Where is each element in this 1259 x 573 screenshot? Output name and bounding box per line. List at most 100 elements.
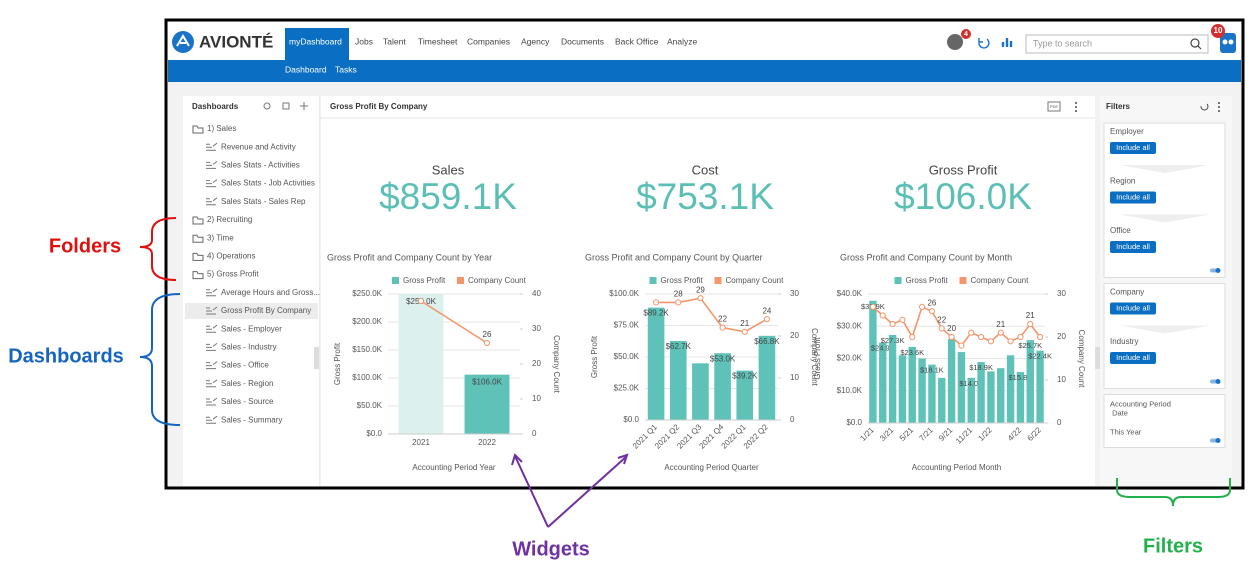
folder-label[interactable]: 3) Time (207, 233, 234, 242)
count-point[interactable] (987, 338, 995, 345)
bar[interactable] (908, 346, 916, 423)
bar[interactable] (647, 307, 665, 420)
refresh-icon[interactable] (978, 38, 990, 49)
folder-label[interactable]: 5) Gross Profit (207, 270, 259, 279)
count-point[interactable] (938, 325, 945, 332)
filter-button[interactable] (1110, 302, 1156, 315)
bar[interactable] (898, 355, 907, 423)
nav-item[interactable]: Jobs (355, 36, 373, 46)
folder-label[interactable]: 1) Sales (207, 124, 236, 133)
pdf-button[interactable] (1047, 101, 1061, 112)
count-point[interactable] (918, 303, 926, 310)
count-point[interactable] (652, 299, 660, 306)
bar[interactable] (669, 340, 687, 420)
nav-item[interactable]: Back Office (615, 36, 659, 46)
bar[interactable] (464, 374, 510, 434)
bar[interactable] (692, 363, 709, 420)
nav-item[interactable]: Analyze (667, 36, 698, 46)
count-point[interactable] (483, 339, 491, 347)
subnav-item[interactable]: Dashboard (285, 64, 327, 74)
dashboard-label[interactable]: Sales - Employer (221, 324, 282, 333)
count-point[interactable] (417, 297, 425, 305)
bar[interactable] (977, 362, 985, 423)
count-point[interactable] (909, 333, 916, 341)
count-point[interactable] (968, 329, 975, 336)
bar[interactable] (879, 342, 887, 423)
count-point[interactable] (928, 308, 936, 315)
sidebar-select[interactable] (282, 102, 290, 110)
filter-button[interactable] (1110, 191, 1156, 204)
help-icon[interactable] (1220, 33, 1236, 53)
bar[interactable] (947, 339, 956, 423)
count-point[interactable] (1017, 333, 1024, 341)
bar[interactable] (967, 377, 975, 423)
filter-button[interactable] (1110, 142, 1156, 154)
dashboard-label[interactable]: Sales - Region (221, 379, 273, 388)
nav-item[interactable]: Timesheet (418, 36, 458, 46)
user-avatar[interactable] (947, 34, 963, 50)
dashboard-label[interactable]: Average Hours and Gross... (221, 288, 320, 297)
analytics-icon[interactable] (1001, 38, 1013, 47)
dashboard-label[interactable]: Gross Profit By Company (221, 306, 311, 315)
bar[interactable] (928, 364, 936, 423)
count-point[interactable] (719, 324, 726, 331)
bar[interactable] (938, 377, 946, 423)
bar[interactable] (957, 352, 966, 423)
count-point[interactable] (763, 316, 771, 323)
bar[interactable] (869, 300, 877, 423)
search-icon[interactable] (1190, 38, 1200, 48)
dashboard-label[interactable]: Sales - Office (221, 361, 269, 370)
count-point[interactable] (1027, 321, 1034, 328)
bar[interactable] (918, 358, 926, 424)
count-point[interactable] (948, 333, 955, 341)
bar[interactable] (714, 353, 731, 420)
nav-item[interactable]: Documents (561, 36, 604, 46)
nav-item[interactable]: myDashboard (289, 36, 342, 46)
dashboard-label[interactable]: Sales - Source (221, 397, 274, 406)
filter-button[interactable] (1110, 352, 1156, 364)
bar[interactable] (1026, 340, 1034, 423)
count-point[interactable] (977, 333, 985, 341)
bar[interactable] (888, 334, 897, 423)
count-point[interactable] (889, 321, 896, 328)
widget-area (320, 96, 1095, 486)
dashboard-label[interactable]: Sales - Industry (221, 343, 277, 352)
bar[interactable] (736, 370, 754, 420)
count-point[interactable] (879, 312, 886, 319)
dashboard-label[interactable]: Sales Stats - Sales Rep (221, 197, 306, 206)
count-point[interactable] (869, 303, 877, 310)
count-point[interactable] (958, 342, 965, 349)
nav-item[interactable]: Companies (467, 36, 510, 46)
bar[interactable] (987, 371, 995, 423)
dashboard-label[interactable]: Sales - Summary (221, 415, 282, 424)
bar[interactable] (997, 368, 1005, 423)
count-point[interactable] (741, 328, 748, 335)
collapse-handle[interactable] (1095, 347, 1100, 369)
count-point[interactable] (675, 299, 682, 306)
bar[interactable] (1006, 355, 1015, 423)
folder-label[interactable]: 4) Operations (207, 252, 255, 261)
count-point[interactable] (899, 316, 906, 323)
subnav-item[interactable]: Tasks (335, 64, 357, 74)
count-point[interactable] (997, 329, 1004, 336)
dashboard-label[interactable]: Revenue and Activity (221, 142, 296, 151)
count-point[interactable] (1007, 338, 1014, 345)
nav-item[interactable]: Talent (383, 36, 406, 46)
count-point[interactable] (697, 295, 704, 302)
bar[interactable] (398, 294, 444, 434)
bar[interactable] (758, 335, 776, 420)
collapse-handle[interactable] (314, 347, 319, 369)
sidebar-add[interactable] (300, 102, 308, 110)
search-box[interactable] (1025, 34, 1209, 54)
count-point[interactable] (1036, 333, 1044, 341)
bar[interactable] (1016, 372, 1025, 423)
sidebar-search[interactable] (263, 102, 271, 110)
folder-label[interactable]: 2) Recruiting (207, 215, 252, 224)
bar[interactable] (1036, 350, 1044, 423)
nav-item[interactable]: Agency (521, 36, 550, 46)
filter-button[interactable] (1110, 241, 1156, 253)
dashboard-icon (206, 142, 218, 151)
dashboard-label[interactable]: Sales Stats - Job Activities (221, 179, 315, 188)
dashboard-label[interactable]: Sales Stats - Activities (221, 161, 300, 170)
filters-reset[interactable] (1200, 103, 1209, 111)
